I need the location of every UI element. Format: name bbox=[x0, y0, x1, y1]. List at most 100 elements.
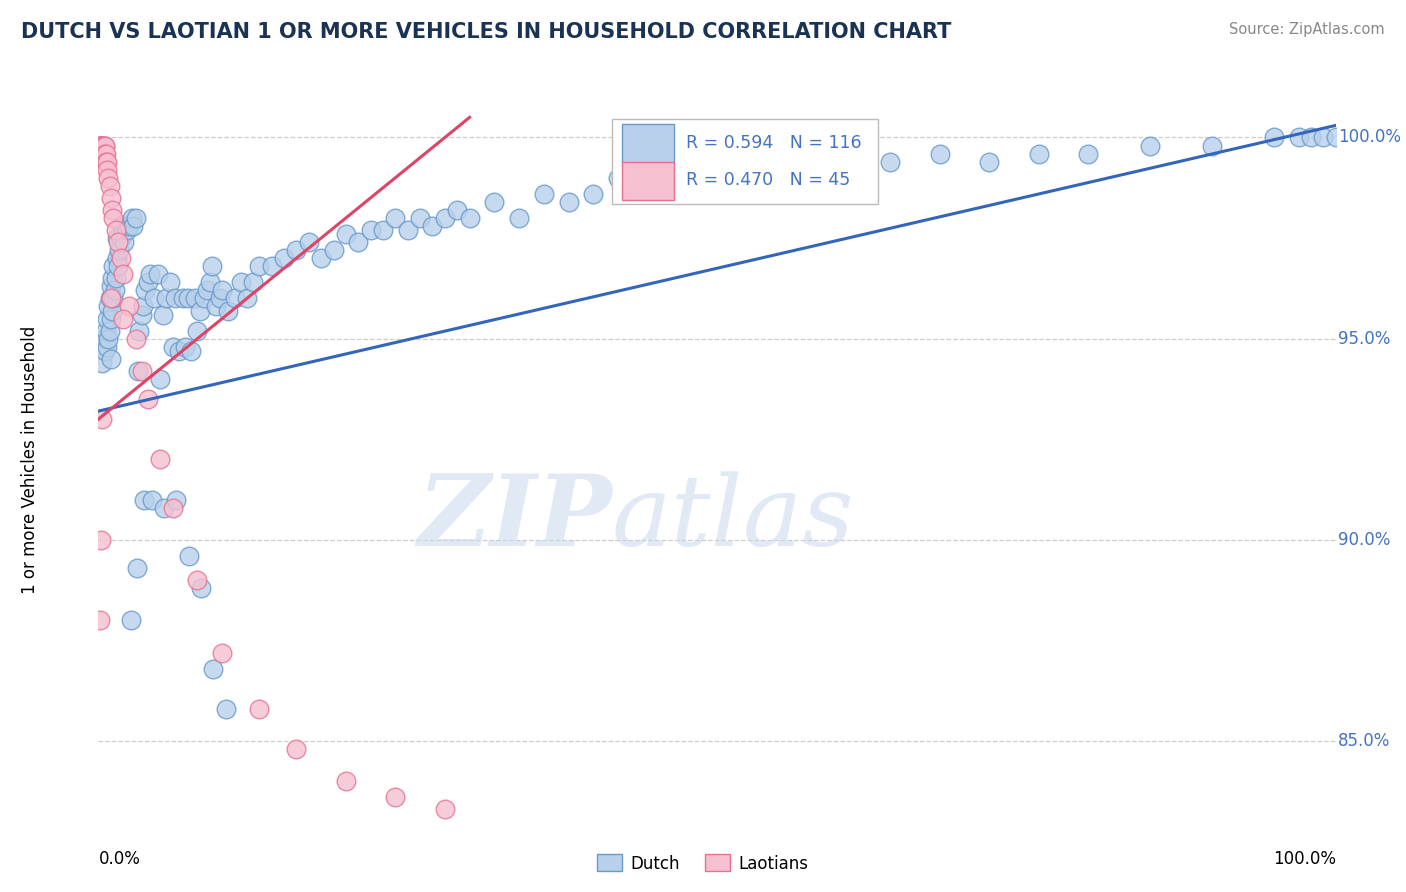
Point bbox=[384, 211, 406, 225]
Point bbox=[285, 742, 308, 756]
Point bbox=[285, 243, 308, 257]
Point bbox=[979, 154, 1001, 169]
Point bbox=[195, 284, 218, 298]
Text: 1 or more Vehicles in Household: 1 or more Vehicles in Household bbox=[21, 326, 39, 593]
Point bbox=[247, 259, 270, 273]
Point bbox=[98, 178, 121, 193]
Point bbox=[139, 268, 162, 282]
Point bbox=[347, 235, 370, 249]
Point bbox=[422, 219, 444, 233]
Point bbox=[107, 259, 129, 273]
Point bbox=[446, 202, 468, 217]
Point bbox=[89, 613, 111, 627]
Point bbox=[433, 802, 456, 816]
Point bbox=[335, 774, 357, 789]
Text: 85.0%: 85.0% bbox=[1339, 732, 1391, 750]
Point bbox=[879, 154, 901, 169]
Point bbox=[484, 194, 506, 209]
Point bbox=[186, 324, 208, 338]
Point bbox=[121, 211, 143, 225]
Point bbox=[100, 279, 122, 293]
Point bbox=[229, 276, 252, 290]
Point bbox=[298, 235, 321, 249]
Point bbox=[1299, 130, 1322, 145]
Point bbox=[94, 324, 117, 338]
Point bbox=[89, 138, 111, 153]
Point bbox=[97, 300, 120, 314]
Point bbox=[557, 194, 579, 209]
Point bbox=[134, 492, 156, 507]
Text: atlas: atlas bbox=[612, 471, 855, 566]
Point bbox=[104, 223, 127, 237]
Point bbox=[93, 343, 115, 358]
Point bbox=[174, 340, 197, 354]
Point bbox=[224, 292, 246, 306]
Point bbox=[1139, 138, 1161, 153]
Point bbox=[98, 324, 121, 338]
Point bbox=[396, 223, 419, 237]
Point bbox=[91, 138, 114, 153]
Point bbox=[91, 356, 114, 370]
Point bbox=[118, 300, 141, 314]
Point bbox=[155, 292, 177, 306]
Point bbox=[90, 138, 112, 153]
FancyBboxPatch shape bbox=[621, 161, 673, 200]
Point bbox=[89, 138, 111, 153]
Point bbox=[131, 364, 153, 378]
Point bbox=[128, 324, 150, 338]
Legend: Dutch, Laotians: Dutch, Laotians bbox=[591, 847, 815, 880]
Point bbox=[96, 311, 118, 326]
Point bbox=[360, 223, 382, 237]
Point bbox=[105, 231, 128, 245]
Point bbox=[165, 492, 187, 507]
Point bbox=[101, 303, 124, 318]
Point bbox=[458, 211, 481, 225]
Text: R = 0.470   N = 45: R = 0.470 N = 45 bbox=[686, 171, 851, 189]
Point bbox=[153, 500, 176, 515]
Point bbox=[582, 186, 605, 201]
Point bbox=[217, 303, 239, 318]
Point bbox=[120, 613, 142, 627]
Point bbox=[755, 162, 778, 177]
Text: Source: ZipAtlas.com: Source: ZipAtlas.com bbox=[1229, 22, 1385, 37]
Point bbox=[681, 170, 703, 185]
Point bbox=[718, 170, 741, 185]
Point bbox=[112, 227, 135, 241]
Point bbox=[309, 251, 332, 265]
Point bbox=[149, 372, 172, 386]
Point bbox=[198, 276, 221, 290]
Point bbox=[211, 646, 233, 660]
Point bbox=[91, 138, 114, 153]
Point bbox=[242, 276, 264, 290]
Point bbox=[101, 202, 124, 217]
Point bbox=[93, 138, 115, 153]
Point bbox=[184, 292, 207, 306]
Point bbox=[159, 276, 181, 290]
Text: 0.0%: 0.0% bbox=[98, 850, 141, 868]
Point bbox=[103, 292, 125, 306]
Point bbox=[122, 219, 145, 233]
Point bbox=[260, 259, 283, 273]
Point bbox=[177, 549, 200, 563]
Point bbox=[322, 243, 344, 257]
Point bbox=[127, 364, 149, 378]
Point bbox=[104, 271, 127, 285]
Point bbox=[644, 178, 666, 193]
Text: ZIP: ZIP bbox=[418, 470, 612, 566]
Point bbox=[1077, 146, 1099, 161]
Point bbox=[96, 340, 118, 354]
Point bbox=[112, 268, 135, 282]
Point bbox=[1201, 138, 1223, 153]
Point bbox=[186, 573, 208, 587]
Point bbox=[124, 211, 146, 225]
Point bbox=[112, 235, 135, 249]
Point bbox=[124, 332, 146, 346]
Point bbox=[149, 452, 172, 467]
FancyBboxPatch shape bbox=[621, 124, 673, 162]
Point bbox=[111, 219, 134, 233]
Text: 100.0%: 100.0% bbox=[1272, 850, 1336, 868]
Point bbox=[93, 146, 115, 161]
Point bbox=[94, 154, 117, 169]
Point bbox=[335, 227, 357, 241]
Point bbox=[172, 292, 194, 306]
